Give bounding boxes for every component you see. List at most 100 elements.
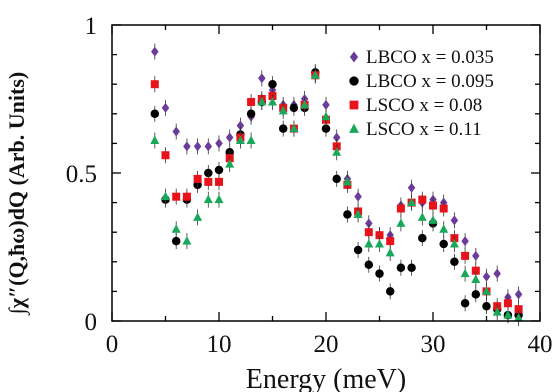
data-point bbox=[204, 141, 213, 152]
data-point bbox=[493, 268, 501, 279]
legend-marker bbox=[349, 76, 359, 86]
data-point bbox=[161, 102, 170, 113]
data-point bbox=[204, 168, 213, 178]
data-point bbox=[385, 287, 395, 296]
data-point bbox=[365, 218, 373, 229]
data-point bbox=[472, 250, 480, 261]
data-point bbox=[289, 123, 299, 133]
data-point bbox=[246, 135, 256, 144]
data-point bbox=[439, 239, 448, 249]
data-point bbox=[322, 99, 330, 110]
x-tick-label: 20 bbox=[314, 331, 339, 358]
data-point bbox=[407, 263, 416, 272]
data-point bbox=[396, 263, 406, 272]
data-point bbox=[364, 260, 374, 270]
data-point bbox=[150, 80, 159, 89]
x-tick-label: 10 bbox=[207, 331, 232, 358]
data-point bbox=[364, 239, 374, 248]
data-point bbox=[225, 132, 234, 143]
data-point bbox=[514, 313, 524, 322]
data-point bbox=[503, 299, 512, 308]
legend-entry-3: LSCO x = 0.08 bbox=[349, 95, 482, 116]
data-point bbox=[268, 79, 277, 89]
data-point bbox=[204, 177, 213, 186]
data-point bbox=[225, 159, 235, 168]
data-point bbox=[332, 132, 341, 143]
data-point bbox=[407, 197, 417, 207]
data-point bbox=[321, 111, 331, 121]
data-point bbox=[407, 182, 416, 193]
data-point bbox=[151, 46, 159, 57]
tick-labels: 0 10 20 30 40 0 0.5 1 bbox=[66, 13, 553, 358]
legend-entry-1: LBCO x = 0.035 bbox=[349, 47, 494, 68]
x-tick-label: 40 bbox=[528, 331, 553, 358]
data-point bbox=[278, 105, 288, 115]
data-point bbox=[375, 231, 384, 240]
data-point bbox=[386, 237, 395, 246]
data-point bbox=[428, 215, 438, 224]
legend-marker bbox=[349, 100, 359, 110]
legend-label: LSCO x = 0.08 bbox=[366, 95, 482, 116]
data-point bbox=[332, 147, 342, 156]
data-point bbox=[247, 97, 256, 106]
data-point bbox=[236, 120, 245, 131]
data-point bbox=[150, 135, 160, 144]
chart-marks bbox=[150, 43, 524, 327]
data-point bbox=[332, 174, 341, 184]
data-point bbox=[396, 218, 406, 227]
data-point bbox=[172, 126, 180, 137]
data-point bbox=[203, 194, 213, 204]
data-point bbox=[342, 176, 352, 186]
data-point bbox=[182, 192, 191, 201]
data-point bbox=[214, 165, 224, 175]
data-point bbox=[171, 236, 181, 246]
legend: LBCO x = 0.035 LBCO x = 0.095 LSCO x = 0.0… bbox=[349, 47, 494, 140]
legend-label: LSCO x = 0.11 bbox=[366, 119, 482, 140]
data-point bbox=[364, 228, 373, 237]
data-point bbox=[183, 141, 191, 152]
data-point bbox=[503, 310, 513, 319]
data-point bbox=[461, 251, 470, 260]
x-axis-label: Energy (meV) bbox=[246, 364, 406, 392]
data-point bbox=[353, 209, 363, 218]
data-point bbox=[418, 233, 427, 243]
data-point bbox=[215, 177, 223, 186]
data-point bbox=[429, 201, 437, 210]
data-point bbox=[257, 96, 267, 106]
data-point bbox=[161, 151, 170, 160]
data-point bbox=[471, 290, 481, 299]
axis-ticks bbox=[111, 24, 541, 322]
data-point bbox=[171, 224, 181, 233]
data-point bbox=[375, 269, 384, 278]
data-point bbox=[235, 135, 245, 144]
data-point bbox=[321, 124, 331, 133]
legend-marker bbox=[349, 123, 359, 133]
data-point bbox=[449, 239, 459, 248]
data-point bbox=[278, 124, 288, 133]
data-point bbox=[215, 138, 223, 149]
data-point bbox=[268, 96, 277, 106]
data-point bbox=[182, 236, 192, 245]
y-tick-label: 0.5 bbox=[66, 161, 97, 188]
legend-marker bbox=[349, 51, 359, 63]
series-4 bbox=[150, 67, 524, 327]
data-point bbox=[343, 210, 352, 219]
data-point bbox=[161, 191, 170, 201]
data-point bbox=[471, 274, 481, 284]
data-point bbox=[514, 289, 523, 300]
data-point bbox=[193, 212, 203, 221]
data-point bbox=[482, 301, 491, 311]
y-tick-label: 0 bbox=[85, 309, 98, 336]
y-tick-label: 1 bbox=[85, 13, 98, 40]
data-point bbox=[193, 174, 202, 183]
data-point bbox=[354, 191, 362, 202]
data-point bbox=[417, 212, 427, 221]
data-point bbox=[214, 194, 224, 204]
data-point bbox=[450, 257, 459, 267]
data-point bbox=[396, 204, 405, 213]
data-point bbox=[385, 247, 395, 257]
data-point bbox=[258, 73, 266, 84]
data-point bbox=[450, 215, 459, 226]
data-point bbox=[492, 307, 502, 316]
